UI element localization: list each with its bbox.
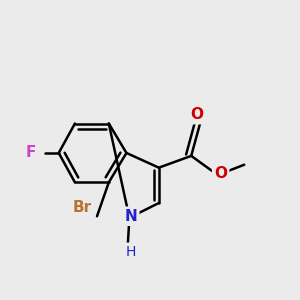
Text: O: O — [190, 107, 204, 122]
Text: N: N — [124, 209, 137, 224]
Text: Br: Br — [73, 200, 92, 215]
Text: H: H — [126, 244, 136, 259]
Text: F: F — [26, 146, 36, 160]
Text: O: O — [214, 166, 227, 181]
